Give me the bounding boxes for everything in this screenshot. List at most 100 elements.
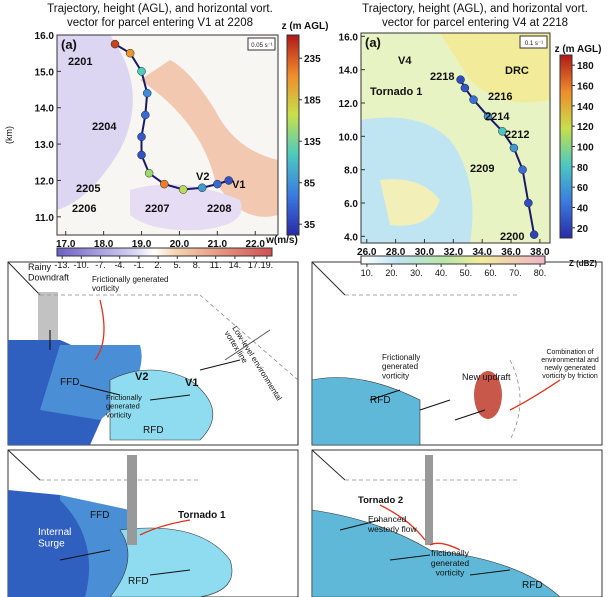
y-tick-label: 6.0 xyxy=(344,199,358,210)
map-title: Trajectory, height (AGL), and horizontal… xyxy=(362,3,588,15)
annotation: 2207 xyxy=(145,203,169,215)
colorbar-tick-label: 70. xyxy=(509,268,522,278)
colorbar-tick-label: -1. xyxy=(134,260,145,270)
map-title: vector for parcel entering V4 at 2218 xyxy=(382,17,568,29)
colorbar-tick-label: 17. xyxy=(248,260,261,270)
schematic-label: RFD xyxy=(143,425,164,436)
field-colorbar-title: Z (dBZ) xyxy=(569,259,597,268)
y-tick-label: 15.0 xyxy=(35,67,55,78)
schematic-label-line: Tornado 1 xyxy=(178,510,226,521)
annotation: 2214 xyxy=(485,111,510,123)
colorbar-tick-label: 30. xyxy=(410,268,423,278)
y-axis-label: (km) xyxy=(4,126,14,144)
schematic-label-line: Frictionally generated xyxy=(92,275,168,284)
colorbar-tick-label: 35 xyxy=(304,220,316,231)
colorbar-tick-label: 85 xyxy=(304,179,316,190)
panel-label: (a) xyxy=(365,35,381,50)
schematic-label-line: Frictionally xyxy=(382,353,420,362)
y-tick-label: 8.0 xyxy=(344,166,358,177)
colorbar-tick-label: 185 xyxy=(304,96,321,107)
annotation: 2218 xyxy=(430,71,454,83)
colorbar-tick-label: 10. xyxy=(361,268,374,278)
colorbar-tick-label: 8. xyxy=(193,260,201,270)
y-tick-label: 12.0 xyxy=(339,99,359,110)
colorbar-tick-label: 60. xyxy=(484,268,497,278)
colorbar-tick-label: 80 xyxy=(577,163,589,174)
figure: Trajectory, height (AGL), and horizontal… xyxy=(0,0,609,597)
schematic-label-line: New updraft xyxy=(462,372,511,382)
trajectory-point xyxy=(213,180,221,188)
trajectory-point xyxy=(111,40,119,48)
annotation: 2212 xyxy=(505,129,529,141)
schematic-label: Tornado 2 xyxy=(358,495,403,506)
schematic-label-line: RFD xyxy=(143,425,164,436)
colorbar-tick-label: 40. xyxy=(435,268,448,278)
schematic-label: FFD xyxy=(60,377,79,388)
schematic-label-line: Tornado 2 xyxy=(358,495,403,506)
schematic-label-line: RFD xyxy=(128,576,149,587)
schematic-label-line: frictionally xyxy=(431,548,470,558)
trajectory-point xyxy=(470,96,478,104)
schematic-label: RFD xyxy=(128,576,149,587)
schematic-label-line: newly generated xyxy=(544,365,595,372)
annotation: 2200 xyxy=(500,231,524,243)
colorbar-tick-label: 11. xyxy=(210,260,222,270)
colorbar-tick-label: -4. xyxy=(114,260,125,270)
y-tick-label: 16.0 xyxy=(339,32,359,43)
colorbar-tick-label: 2. xyxy=(154,260,162,270)
colorbar-tick-label: 50. xyxy=(460,268,473,278)
schematic-label-line: generated xyxy=(431,558,470,568)
height-colorbar xyxy=(560,55,572,238)
y-tick-label: 10.0 xyxy=(339,132,359,143)
colorbar-tick-label: 235 xyxy=(304,54,321,65)
schematic-label: New updraft xyxy=(462,372,511,382)
schematic-label: RFD xyxy=(522,580,543,591)
annotation: V2 xyxy=(196,171,209,183)
height-colorbar-title: z (m AGL) xyxy=(282,21,329,32)
schematic-label: Tornado 1 xyxy=(178,510,226,521)
schematic-label-line: westerly flow xyxy=(367,524,418,534)
annotation: 2204 xyxy=(92,121,117,133)
schematic-label-line: V2 xyxy=(135,371,148,383)
trajectory-point xyxy=(457,76,465,84)
scale-label: 0.1 s⁻¹ xyxy=(525,41,543,47)
y-tick-label: 11.0 xyxy=(35,213,54,224)
annotation: 2205 xyxy=(76,183,100,195)
annotation: 2208 xyxy=(207,203,231,215)
map-title: vector for parcel entering V1 at 2208 xyxy=(67,17,253,29)
schematic-label-line: generated xyxy=(382,362,418,371)
colorbar-tick-label: -13. xyxy=(54,260,70,270)
schematic-label: Low-level environmentalvortex line xyxy=(223,324,284,407)
schematic-label: V1 xyxy=(185,377,198,389)
trajectory-point xyxy=(145,169,153,177)
trajectory-point xyxy=(160,180,168,188)
schematic-label-line: environmental and xyxy=(541,357,599,364)
schematic-label: FFD xyxy=(90,510,109,521)
trajectory-point xyxy=(519,166,527,174)
annotation: 2209 xyxy=(470,163,494,175)
trajectory-point xyxy=(179,186,187,194)
trajectory-point xyxy=(510,144,518,152)
y-tick-label: 14.0 xyxy=(339,66,359,77)
annotation: 2216 xyxy=(488,91,512,103)
colorbar-tick-label: 100 xyxy=(577,143,594,154)
schematic-label-line: vorticity xyxy=(92,284,119,293)
colorbar-tick-label: 120 xyxy=(577,122,594,133)
schematic-label-line: Rainy xyxy=(28,262,52,272)
trajectory-point xyxy=(141,111,149,119)
schematic-label-line: vorticity xyxy=(382,371,409,380)
trajectory-point xyxy=(143,89,151,97)
colorbar-tick-label: 60 xyxy=(577,183,589,194)
schematic-label-line: FFD xyxy=(90,510,109,521)
schematic-label-line: Surge xyxy=(38,539,65,550)
schematic-label-line: RFD xyxy=(370,395,391,406)
schematic-label-line: Combination of xyxy=(546,349,593,356)
height-colorbar xyxy=(287,35,299,235)
trajectory-point xyxy=(198,184,206,192)
annotation: 2206 xyxy=(72,203,96,215)
annotation: DRC xyxy=(505,65,529,77)
schematic-label-line: vorticity by friction xyxy=(542,373,598,380)
schematic-label-line: Internal xyxy=(38,527,71,538)
